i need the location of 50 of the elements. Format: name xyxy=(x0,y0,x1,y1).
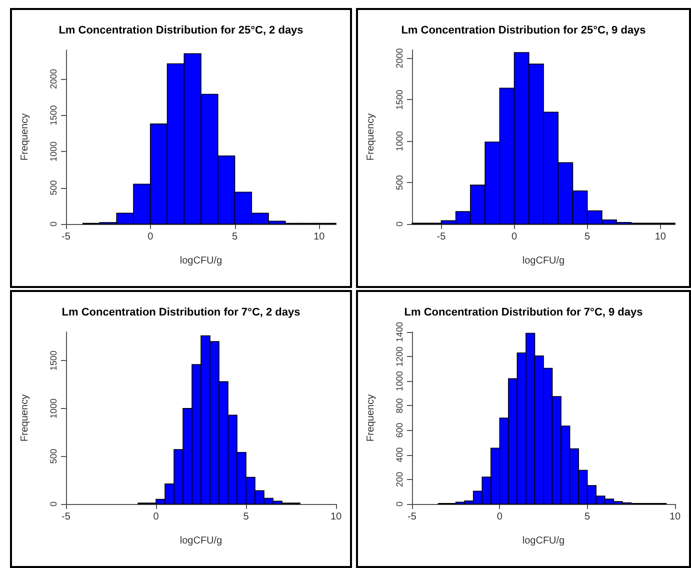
chart-title: Lm Concentration Distribution for 7°C, 2 days xyxy=(62,306,300,318)
x-tick-label: 10 xyxy=(314,232,326,242)
y-tick-label: 1500 xyxy=(48,350,58,371)
y-tick-label: 1000 xyxy=(394,131,404,152)
chart-title: Lm Concentration Distribution for 25°C, 2 days xyxy=(58,24,304,36)
y-tick-label: 1200 xyxy=(394,346,404,367)
x-tick-label: 0 xyxy=(148,232,154,242)
x-tick-label: 0 xyxy=(511,232,518,242)
x-tick-label: 0 xyxy=(153,512,160,522)
y-tick-label: 500 xyxy=(48,448,58,464)
y-tick-label: 600 xyxy=(394,422,404,438)
x-axis-title: logCFU/g xyxy=(180,256,222,266)
x-tick-label: 10 xyxy=(654,232,666,242)
y-axis-title: Frequency xyxy=(366,113,376,161)
y-tick-label: 2000 xyxy=(48,68,58,90)
x-tick-label: -5 xyxy=(62,232,71,242)
x-tick-label: 5 xyxy=(584,512,591,522)
y-tick-label: 0 xyxy=(394,221,404,227)
y-tick-label: 500 xyxy=(394,175,404,190)
y-tick-label: 1400 xyxy=(394,322,404,342)
chart-title: Lm Concentration Distribution for 25°C, 9 days xyxy=(401,24,646,36)
x-tick-label: 5 xyxy=(243,512,250,522)
y-tick-label: 0 xyxy=(48,221,58,227)
x-tick-label: -5 xyxy=(62,512,71,522)
x-axis-title: logCFU/g xyxy=(522,256,565,266)
y-tick-label: 1000 xyxy=(394,371,404,392)
y-tick-label: 500 xyxy=(48,180,58,196)
x-tick-label: -5 xyxy=(408,512,417,522)
y-axis-title: Frequency xyxy=(20,394,30,442)
y-tick-label: 0 xyxy=(48,501,58,507)
y-axis-title: Frequency xyxy=(366,394,376,442)
x-tick-label: 10 xyxy=(330,512,342,522)
chart-title: Lm Concentration Distribution for 7°C, 9 days xyxy=(404,306,643,318)
y-tick-label: 0 xyxy=(394,501,404,507)
y-tick-label: 1500 xyxy=(48,105,58,126)
x-tick-label: 5 xyxy=(584,232,591,242)
x-tick-label: 5 xyxy=(232,232,238,242)
y-axis-title: Frequency xyxy=(20,113,30,161)
x-tick-label: -5 xyxy=(436,232,446,242)
y-tick-label: 1000 xyxy=(48,141,58,162)
y-tick-label: 200 xyxy=(394,472,404,487)
y-tick-label: 400 xyxy=(394,447,404,462)
x-tick-label: 10 xyxy=(669,512,681,522)
x-axis-title: logCFU/g xyxy=(522,536,565,546)
x-tick-label: 0 xyxy=(496,512,503,522)
y-tick-label: 2000 xyxy=(394,48,404,68)
y-tick-label: 800 xyxy=(394,398,404,414)
y-tick-label: 1000 xyxy=(48,398,58,418)
x-axis-title: logCFU/g xyxy=(180,536,222,546)
y-tick-label: 1500 xyxy=(394,90,404,110)
